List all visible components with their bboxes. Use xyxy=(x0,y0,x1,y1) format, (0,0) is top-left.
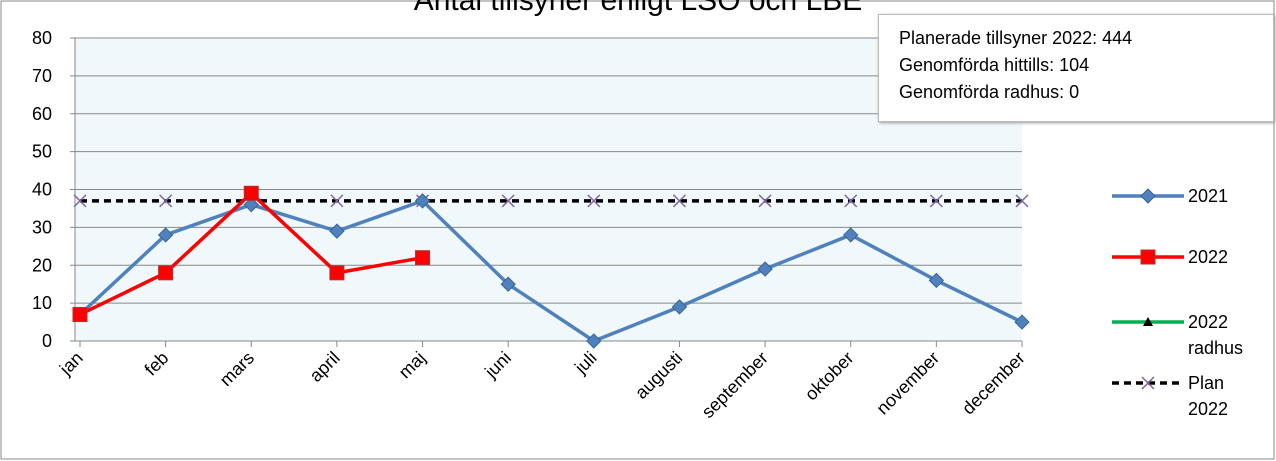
marker xyxy=(671,299,688,315)
marker xyxy=(329,265,345,281)
series-line xyxy=(78,198,1023,343)
x-tick-label: mars xyxy=(216,348,258,390)
y-tick-label: 20 xyxy=(32,255,52,275)
annotation-box: Planerade tillsyner 2022: 444 Genomförda… xyxy=(878,14,1274,122)
marker xyxy=(157,227,174,243)
marker xyxy=(843,227,859,243)
marker xyxy=(1014,314,1030,330)
marker xyxy=(844,194,858,208)
marker xyxy=(330,194,344,208)
marker xyxy=(72,306,88,322)
x-tick-label: augusti xyxy=(631,348,686,403)
marker xyxy=(243,185,259,201)
marker xyxy=(1141,376,1155,390)
y-tick-label: 0 xyxy=(42,331,52,351)
x-tick-label: maj xyxy=(395,348,430,383)
x-tick-label: september xyxy=(698,348,772,422)
annotation: Genomförda hittills: 104 xyxy=(899,55,1090,75)
y-tick-label: 80 xyxy=(32,28,52,48)
x-tick-label: jan xyxy=(55,348,87,380)
legend-label: Plan 2022 xyxy=(1188,373,1229,419)
marker xyxy=(159,194,173,208)
x-tick-label: oktober xyxy=(801,348,858,405)
y-tick-label: 30 xyxy=(32,217,52,237)
legend-label: 2021 xyxy=(1188,186,1229,206)
legend-label: 2022 radhus xyxy=(1188,312,1244,358)
x-tick-label: juli xyxy=(570,348,600,378)
marker xyxy=(73,194,87,208)
marker xyxy=(928,272,945,289)
marker xyxy=(757,261,773,277)
x-tick-label: december xyxy=(958,348,1029,419)
x-tick-label: feb xyxy=(141,348,173,380)
marker xyxy=(1140,188,1156,204)
marker xyxy=(414,193,431,209)
x-tick-label: april xyxy=(306,348,344,386)
marker xyxy=(1140,249,1156,265)
marker xyxy=(586,333,602,349)
x-tick-label: november xyxy=(872,348,943,419)
y-tick-label: 70 xyxy=(32,66,52,86)
chart-title: Antal tillsyner enligt LSO och LBE xyxy=(414,0,863,17)
marker xyxy=(415,250,431,266)
y-tick-label: 50 xyxy=(32,142,52,162)
x-tick-label: juni xyxy=(480,348,515,383)
marker xyxy=(501,194,515,208)
marker xyxy=(1143,317,1153,326)
legend-label: 2022 xyxy=(1188,247,1229,267)
marker xyxy=(243,196,259,213)
marker xyxy=(758,194,772,208)
y-tick-label: 10 xyxy=(32,293,52,313)
marker xyxy=(158,265,174,281)
marker xyxy=(500,276,516,292)
marker xyxy=(587,194,601,208)
marker xyxy=(929,194,943,208)
marker xyxy=(672,194,686,208)
marker xyxy=(1015,194,1029,208)
marker xyxy=(329,223,345,239)
annotation: Planerade tillsyner 2022: 444 xyxy=(899,28,1133,48)
y-tick-label: 60 xyxy=(32,104,52,124)
annotation: Genomförda radhus: 0 xyxy=(899,82,1080,102)
y-tick-label: 40 xyxy=(32,180,52,200)
